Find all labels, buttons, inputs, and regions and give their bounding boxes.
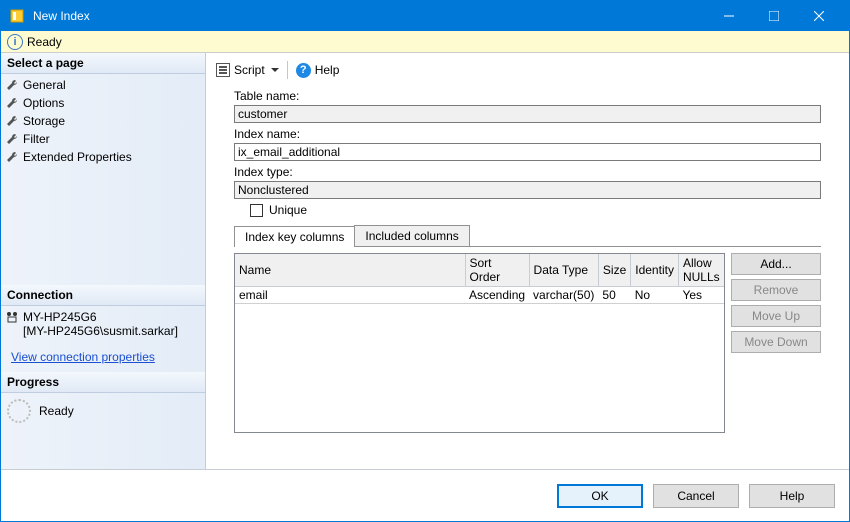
move-down-button[interactable]: Move Down [731, 331, 821, 353]
toolbar: Script ? Help [216, 59, 839, 89]
col-name[interactable]: Name [235, 254, 465, 287]
help-icon: ? [296, 63, 311, 78]
unique-checkbox[interactable] [250, 204, 263, 217]
script-icon [216, 63, 230, 77]
connection-header: Connection [1, 285, 205, 306]
right-panel: Script ? Help Table name: Index name: In… [206, 53, 849, 469]
progress-header: Progress [1, 372, 205, 393]
page-extended[interactable]: Extended Properties [1, 148, 205, 166]
left-panel: Select a page General Options Storage Fi… [1, 53, 206, 469]
script-dropdown-icon[interactable] [271, 68, 279, 72]
toolbar-separator [287, 61, 288, 79]
index-type-label: Index type: [234, 165, 821, 179]
index-name-label: Index name: [234, 127, 821, 141]
side-buttons: Add... Remove Move Up Move Down [731, 253, 821, 433]
progress-row: Ready [1, 393, 205, 429]
col-identity[interactable]: Identity [631, 254, 679, 287]
connection-info: MY-HP245G6 [MY-HP245G6\susmit.sarkar] [1, 306, 205, 342]
page-general[interactable]: General [1, 76, 205, 94]
move-up-button[interactable]: Move Up [731, 305, 821, 327]
app-icon [9, 8, 25, 24]
info-icon: i [7, 34, 23, 50]
dialog-footer: OK Cancel Help [1, 469, 849, 521]
table-row[interactable]: email Ascending varchar(50) 50 No Yes [235, 287, 724, 304]
col-nulls[interactable]: Allow NULLs [678, 254, 724, 287]
titlebar: New Index [1, 1, 849, 31]
conn-string: [MY-HP245G6\susmit.sarkar] [23, 324, 199, 338]
unique-label: Unique [269, 203, 307, 217]
col-sort[interactable]: Sort Order [465, 254, 529, 287]
close-button[interactable] [796, 1, 841, 31]
help-button[interactable]: ? Help [296, 63, 340, 78]
page-storage[interactable]: Storage [1, 112, 205, 130]
status-text: Ready [27, 35, 62, 49]
select-page-header: Select a page [1, 53, 205, 74]
server-name: MY-HP245G6 [23, 310, 199, 324]
help-dialog-button[interactable]: Help [749, 484, 835, 508]
add-button[interactable]: Add... [731, 253, 821, 275]
view-conn-link[interactable]: View connection properties [1, 342, 205, 372]
col-size[interactable]: Size [598, 254, 630, 287]
page-list: General Options Storage Filter Extended … [1, 74, 205, 168]
progress-text: Ready [39, 404, 74, 418]
page-options[interactable]: Options [1, 94, 205, 112]
spinner-icon [7, 399, 31, 423]
index-name-input[interactable] [234, 143, 821, 161]
index-type-input [234, 181, 821, 199]
tab-included-columns[interactable]: Included columns [354, 225, 469, 246]
ok-button[interactable]: OK [557, 484, 643, 508]
server-icon [5, 310, 19, 324]
table-name-input [234, 105, 821, 123]
status-bar: i Ready [1, 31, 849, 53]
maximize-button[interactable] [751, 1, 796, 31]
col-dtype[interactable]: Data Type [529, 254, 598, 287]
minimize-button[interactable] [706, 1, 751, 31]
window-title: New Index [33, 9, 706, 23]
page-filter[interactable]: Filter [1, 130, 205, 148]
table-name-label: Table name: [234, 89, 821, 103]
script-button[interactable]: Script [216, 63, 279, 77]
tab-key-columns[interactable]: Index key columns [234, 226, 355, 247]
tabs: Index key columns Included columns [234, 225, 821, 247]
cancel-button[interactable]: Cancel [653, 484, 739, 508]
columns-grid[interactable]: Name Sort Order Data Type Size Identity … [234, 253, 725, 433]
remove-button[interactable]: Remove [731, 279, 821, 301]
